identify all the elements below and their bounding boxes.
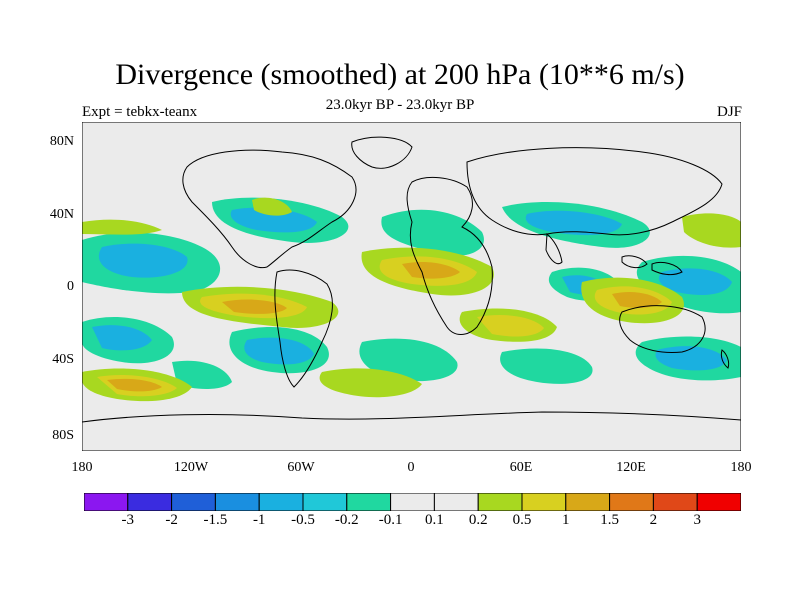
coastlines: [82, 136, 741, 423]
colorbar-swatch: [127, 493, 173, 511]
lat-tick-label: 80S: [52, 428, 74, 443]
map-svg: [82, 122, 741, 451]
chart-title: Divergence (smoothed) at 200 hPa (10**6 …: [115, 58, 685, 91]
positive-core: [97, 256, 672, 397]
colorbar-label: 1: [562, 512, 570, 528]
colorbar-label: 0.5: [512, 512, 532, 528]
colorbar-swatch: [609, 493, 654, 511]
map-panel: [82, 122, 741, 451]
colorbar-label: 3: [693, 512, 701, 528]
colorbar: [84, 493, 741, 511]
field-contours: [82, 197, 741, 402]
lon-tick-label: 120W: [173, 460, 209, 475]
colorbar-swatch: [214, 493, 260, 511]
season-label: DJF: [716, 104, 742, 120]
positive-peak: [107, 261, 662, 392]
colorbar-label: -0.5: [291, 512, 315, 528]
colorbar-label: -1: [252, 512, 266, 528]
lon-tick-label: 60W: [287, 460, 315, 475]
colorbar-swatch: [521, 493, 567, 511]
negative-core: [92, 207, 732, 371]
colorbar-label: 0.1: [425, 512, 444, 528]
colorbar-label: -1.5: [203, 512, 228, 528]
lat-tick-label: 80N: [49, 134, 74, 149]
chart-subtitle: 23.0kyr BP - 23.0kyr BP: [325, 97, 475, 113]
lat-tick-label: 40S: [52, 352, 74, 367]
colorbar-swatch: [565, 493, 611, 511]
experiment-label: Expt = tebkx-teanx: [82, 104, 198, 120]
colorbar-swatch: [390, 493, 435, 511]
colorbar-swatch: [346, 493, 392, 511]
colorbar-label: -3: [121, 512, 135, 528]
lon-tick-label: 180: [730, 460, 752, 475]
colorbar-label: 0.2: [468, 512, 488, 528]
colorbar-label: -0.1: [378, 512, 403, 528]
colorbar-swatch: [433, 493, 479, 511]
lon-tick-label: 180: [71, 460, 93, 475]
lat-tick-label: 40N: [49, 207, 74, 222]
colorbar-swatch: [84, 493, 129, 511]
colorbar-label: -0.2: [334, 512, 359, 528]
colorbar-swatch: [696, 493, 741, 511]
colorbar-swatch: [302, 493, 348, 511]
lon-tick-label: 60E: [509, 460, 533, 475]
lon-tick-label: 120E: [616, 460, 646, 475]
colorbar-label: 1.5: [600, 512, 619, 528]
lat-tick-label: 0: [67, 279, 74, 294]
lon-tick-label: 0: [407, 460, 415, 475]
colorbar-label: -2: [165, 512, 178, 528]
colorbar-swatch: [652, 493, 698, 511]
colorbar-swatch: [477, 493, 523, 511]
colorbar-label: 2: [649, 512, 658, 528]
colorbar-swatch: [258, 493, 304, 511]
colorbar-swatch: [171, 493, 216, 511]
